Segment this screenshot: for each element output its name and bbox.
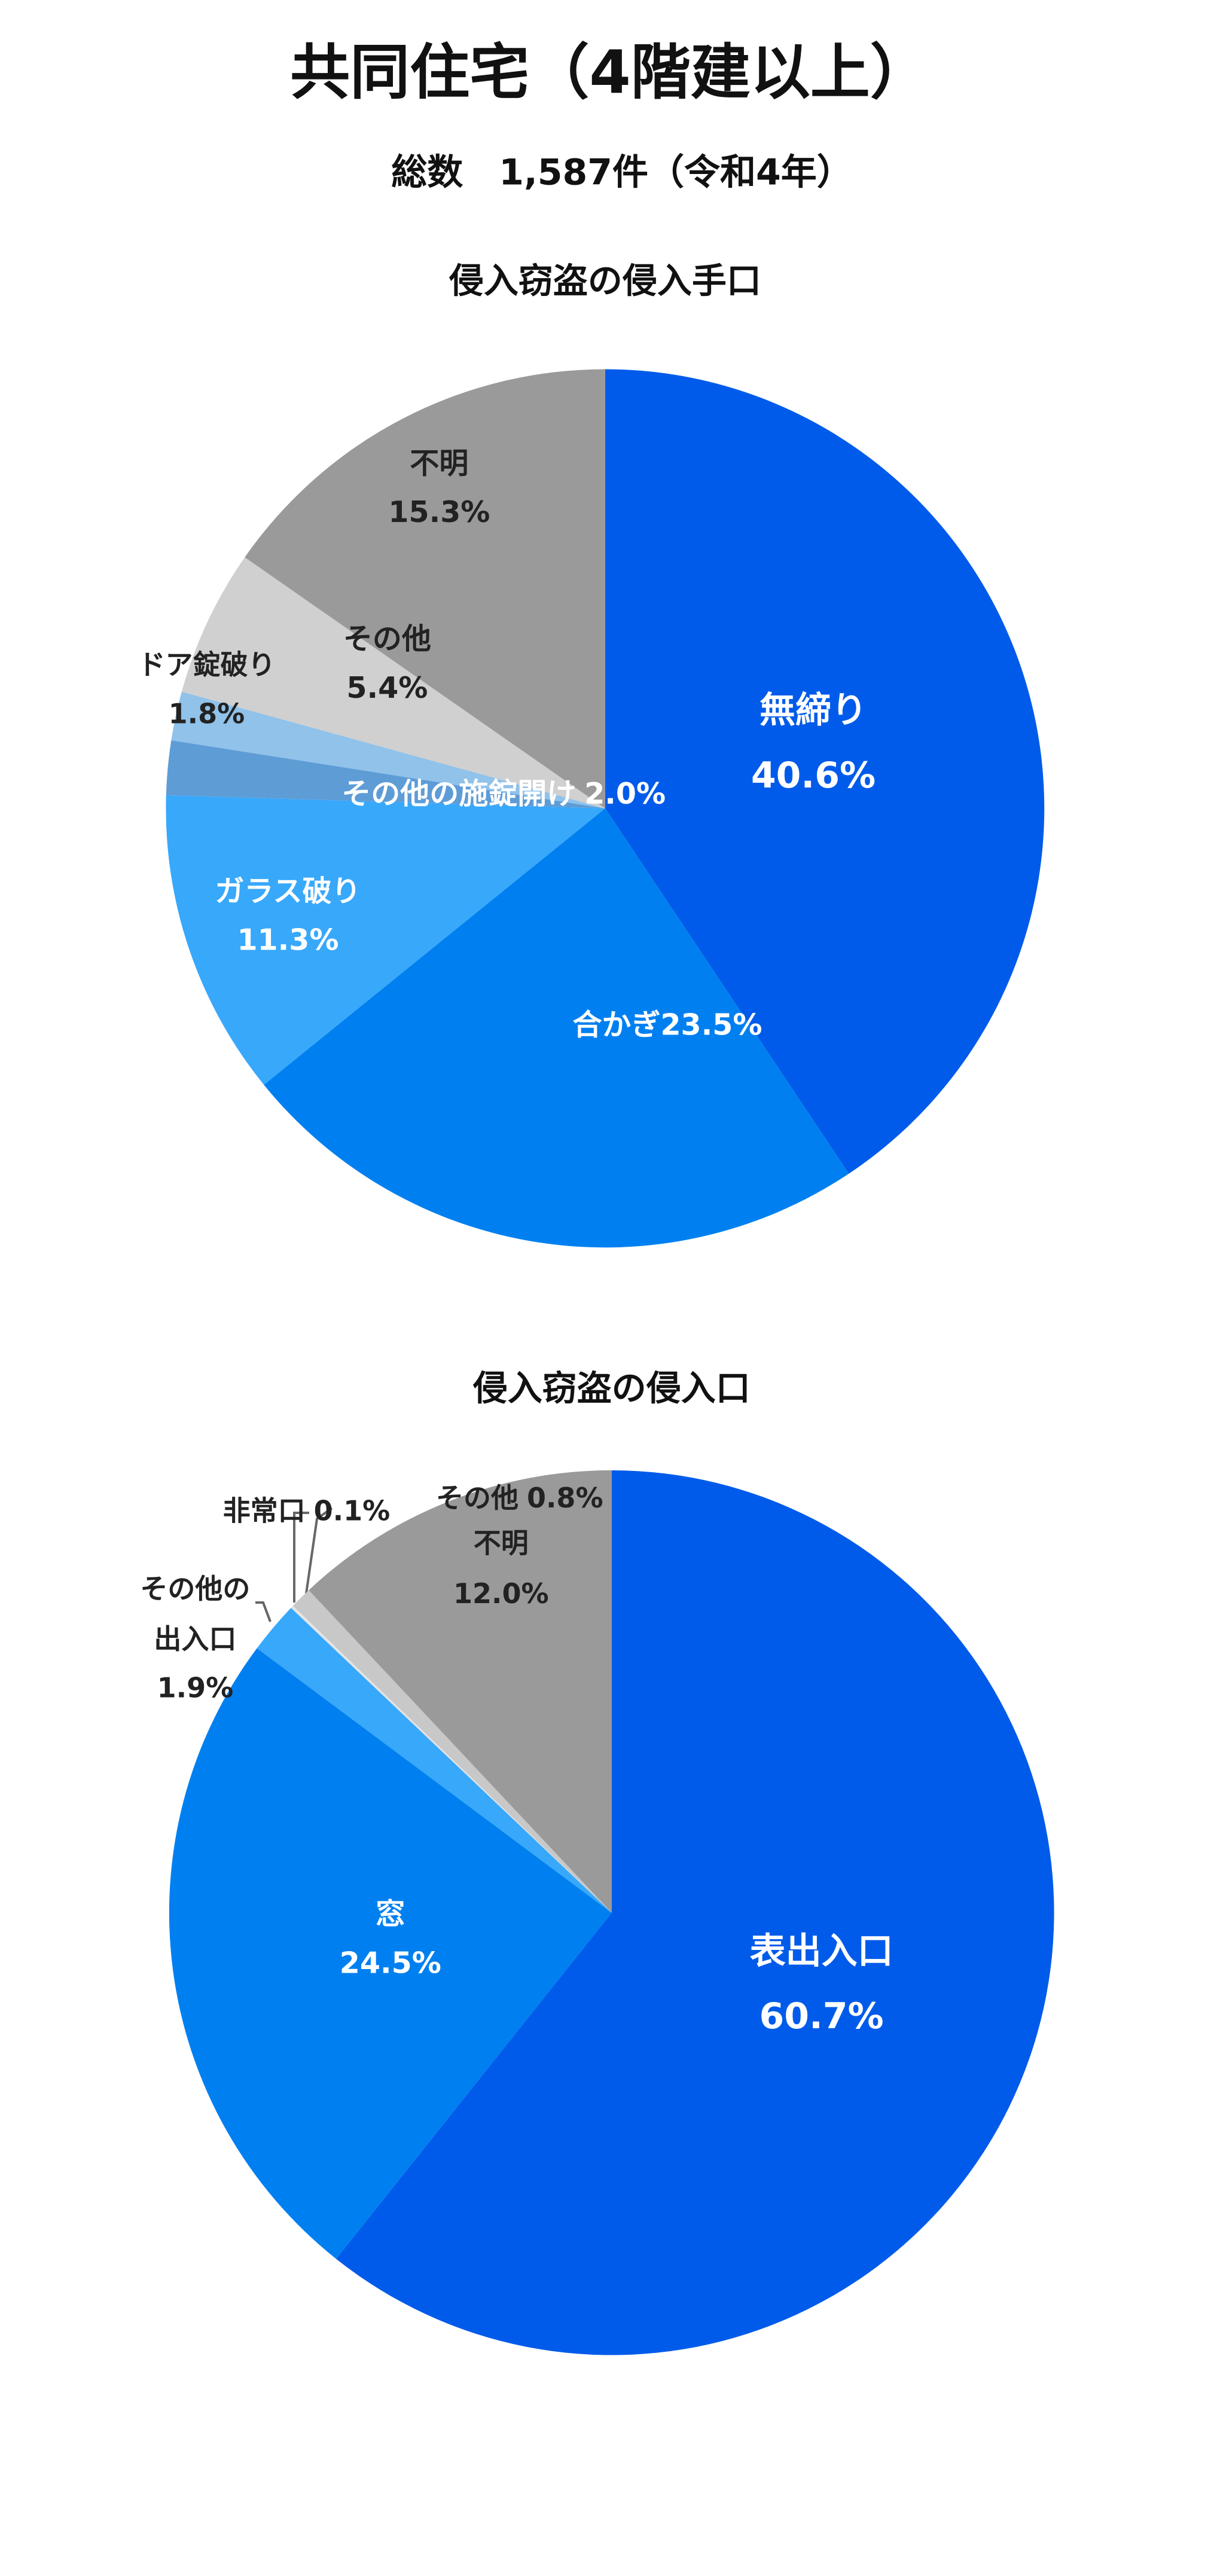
slice-label: 不明 [474,1527,529,1559]
pie-slice [291,1606,612,1913]
slice-value-label: 60.7% [760,1995,884,2037]
slice-value-label: 11.3% [237,923,338,957]
leader-line [293,1512,309,1603]
pie-slice [264,808,849,1248]
slice-label-group: 合かぎ23.5% [572,1008,762,1042]
slice-label: 不明 [410,446,468,480]
slice-value-label: 23.5% [660,1008,762,1042]
slice-label: ガラス破り [215,874,361,908]
slice-value-label: 5.4% [346,671,428,705]
slice-label: 表出入口 [750,1930,893,1972]
slice-value-label: 12.0% [453,1577,549,1610]
pie-slice [257,1607,612,1913]
slice-value-label: 0.1% [314,1494,391,1527]
slice-label: 無締り [760,689,867,731]
pie-slice [181,557,605,808]
slice-label: その他の施錠開け [341,777,576,811]
pie-slice [171,691,605,808]
slice-label: ドア錠破り [138,649,275,681]
pie-slice [336,1470,1054,2355]
page-subtitle: 総数 1,587件（令和4年） [391,152,853,194]
slice-label: その他 [436,1481,518,1513]
pie-slice [605,369,1045,1174]
pie-slice [166,740,605,808]
slice-label: 非常口 [223,1494,306,1527]
slice-value-label: 2.0% [584,777,666,811]
pie-slice [169,1648,612,2259]
chart-title: 侵入窃盗の侵入手口 [449,260,761,301]
slice-label-group: その他 0.8% [436,1481,603,1513]
leader-line [255,1601,272,1622]
slice-label: その他 [343,622,431,656]
slice-value-label: 40.6% [751,755,876,796]
slice-label: 窓 [376,1897,405,1931]
leader-line [305,1507,333,1594]
slice-label-box: その他の出入口 [140,1573,251,1656]
chart-title: 侵入窃盗の侵入口 [472,1368,751,1409]
slice-label-group: 非常口 0.1% [223,1494,391,1527]
slice-label-group: その他の施錠開け 2.0% [341,777,666,811]
slice-value-label: 15.3% [388,495,490,529]
pie-slice [292,1590,612,1913]
slice-label: その他の出入口 [140,1573,251,1656]
slice-value-label: 1.9% [157,1672,234,1704]
slice-value-label: 24.5% [340,1946,441,1980]
pie-slice [166,795,605,1085]
slice-value-label: 1.8% [169,697,245,730]
pie-slice [245,369,605,808]
slice-label: 合かぎ [572,1008,660,1042]
pie-slice [309,1470,612,1913]
page-title: 共同住宅（4階建以上） [290,37,930,107]
slice-value-label: 0.8% [527,1481,603,1513]
